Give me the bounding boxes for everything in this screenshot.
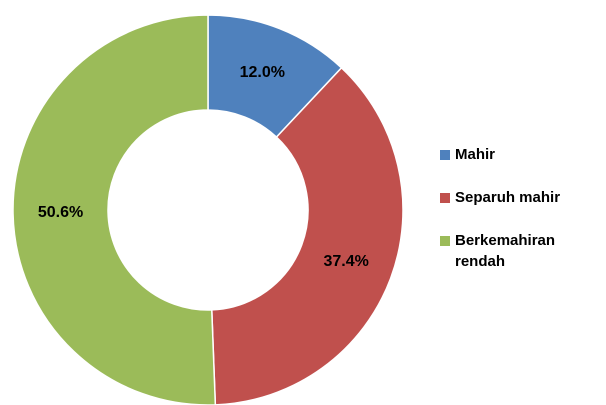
data-label: 50.6% <box>38 204 83 221</box>
data-label: 37.4% <box>323 253 368 270</box>
slice <box>210 66 404 405</box>
legend-item: Berkemahiran rendah <box>440 232 600 272</box>
legend-label: Berkemahiran rendah <box>455 232 556 270</box>
legend-swatch <box>440 193 450 203</box>
slice <box>12 14 217 405</box>
legend: Mahir Separuh mahir Berkemahiran rendah <box>440 146 600 296</box>
legend-item: Mahir <box>440 146 600 165</box>
legend-item: Separuh mahir <box>440 189 600 208</box>
legend-label: Mahir <box>455 146 496 163</box>
legend-swatch <box>440 150 450 160</box>
legend-label: Separuh mahir <box>455 189 561 206</box>
data-label: 12.0% <box>240 64 285 81</box>
legend-swatch <box>440 236 450 246</box>
